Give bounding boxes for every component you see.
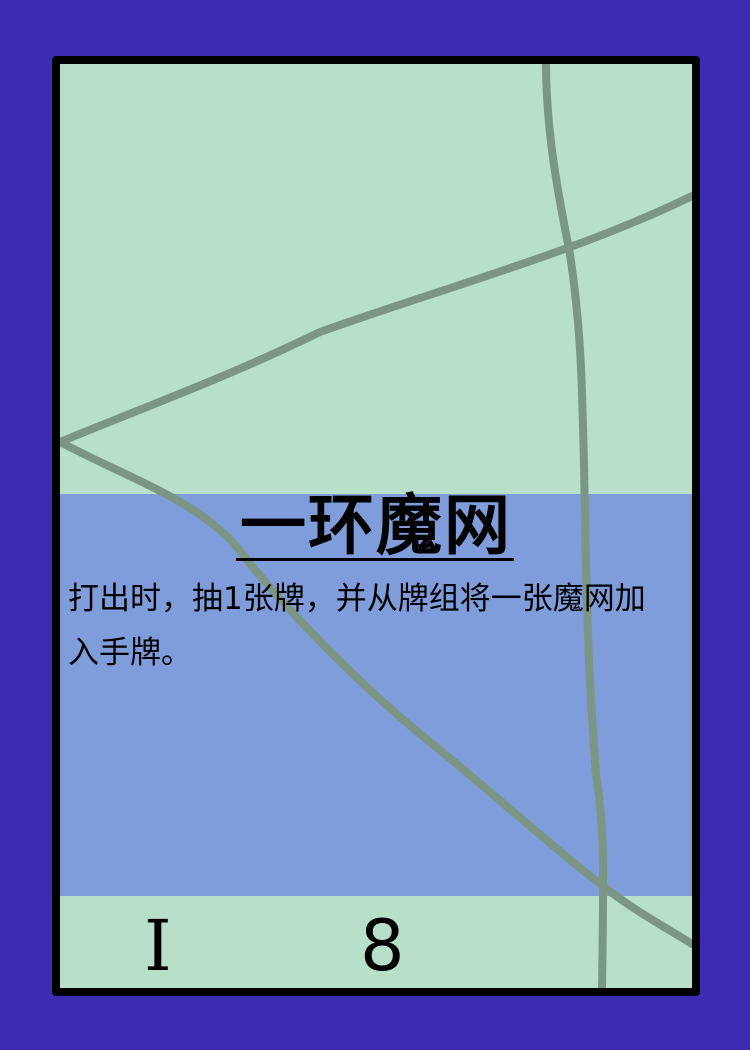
card-title: 一环魔网	[240, 487, 512, 564]
web-line-diagonal-upper	[60, 192, 692, 446]
title-underline	[236, 558, 514, 561]
card-cost-label: 8	[360, 905, 405, 987]
card-tier-label: I	[144, 905, 172, 987]
game-card[interactable]: 一环魔网 打出时，抽1张牌，并从牌组将一张魔网加入手牌。 I 8	[52, 56, 700, 996]
card-description: 打出时，抽1张牌，并从牌组将一张魔网加入手牌。	[68, 581, 646, 671]
